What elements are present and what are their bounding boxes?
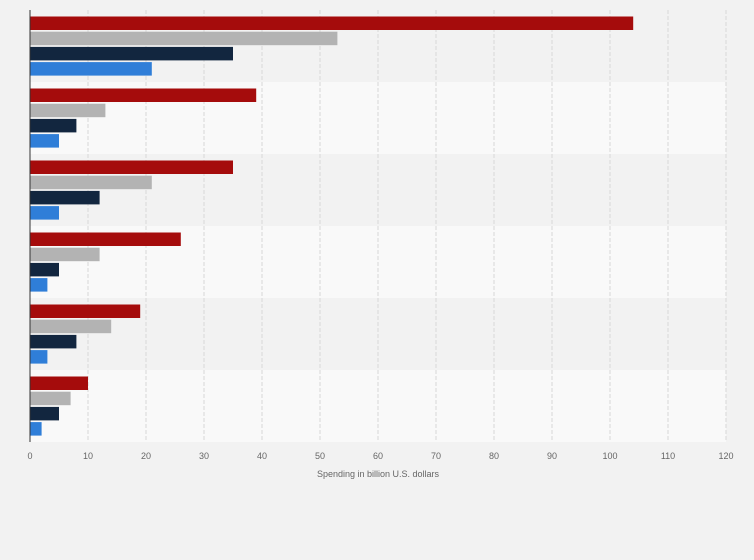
bar[interactable] <box>30 247 100 262</box>
bars-layer <box>30 16 634 436</box>
bar[interactable] <box>30 62 152 76</box>
x-tick-label: 0 <box>27 451 32 461</box>
bar[interactable] <box>30 175 152 190</box>
bar[interactable] <box>30 88 257 103</box>
x-tick-label: 120 <box>718 451 733 461</box>
x-tick-label: 70 <box>431 451 441 461</box>
bar[interactable] <box>30 262 59 277</box>
x-tick-label: 10 <box>83 451 93 461</box>
x-axis-tick-labels: 0 10 20 30 40 50 60 70 80 90 100 110 120 <box>27 451 733 461</box>
bar[interactable] <box>30 406 59 421</box>
bar[interactable] <box>30 46 233 61</box>
bar[interactable] <box>30 278 48 292</box>
x-tick-label: 60 <box>373 451 383 461</box>
x-tick-label: 40 <box>257 451 267 461</box>
x-tick-label: 30 <box>199 451 209 461</box>
bar[interactable] <box>30 190 100 205</box>
x-tick-label: 100 <box>602 451 617 461</box>
bar[interactable] <box>30 31 338 46</box>
x-tick-label: 90 <box>547 451 557 461</box>
bar[interactable] <box>30 232 181 247</box>
x-tick-label: 50 <box>315 451 325 461</box>
x-tick-label: 80 <box>489 451 499 461</box>
x-axis-title: Spending in billion U.S. dollars <box>317 469 440 479</box>
bar[interactable] <box>30 134 59 148</box>
bar[interactable] <box>30 334 77 349</box>
bar[interactable] <box>30 118 77 133</box>
bar[interactable] <box>30 391 71 406</box>
x-tick-label: 110 <box>661 451 675 461</box>
bar[interactable] <box>30 103 106 118</box>
bar[interactable] <box>30 376 88 391</box>
bar[interactable] <box>30 422 42 436</box>
bar[interactable] <box>30 16 634 31</box>
bar[interactable] <box>30 319 112 334</box>
bar[interactable] <box>30 206 59 220</box>
bar[interactable] <box>30 350 48 364</box>
bar[interactable] <box>30 304 141 319</box>
gridlines <box>87 10 727 442</box>
bar[interactable] <box>30 160 233 175</box>
x-tick-label: 20 <box>141 451 151 461</box>
